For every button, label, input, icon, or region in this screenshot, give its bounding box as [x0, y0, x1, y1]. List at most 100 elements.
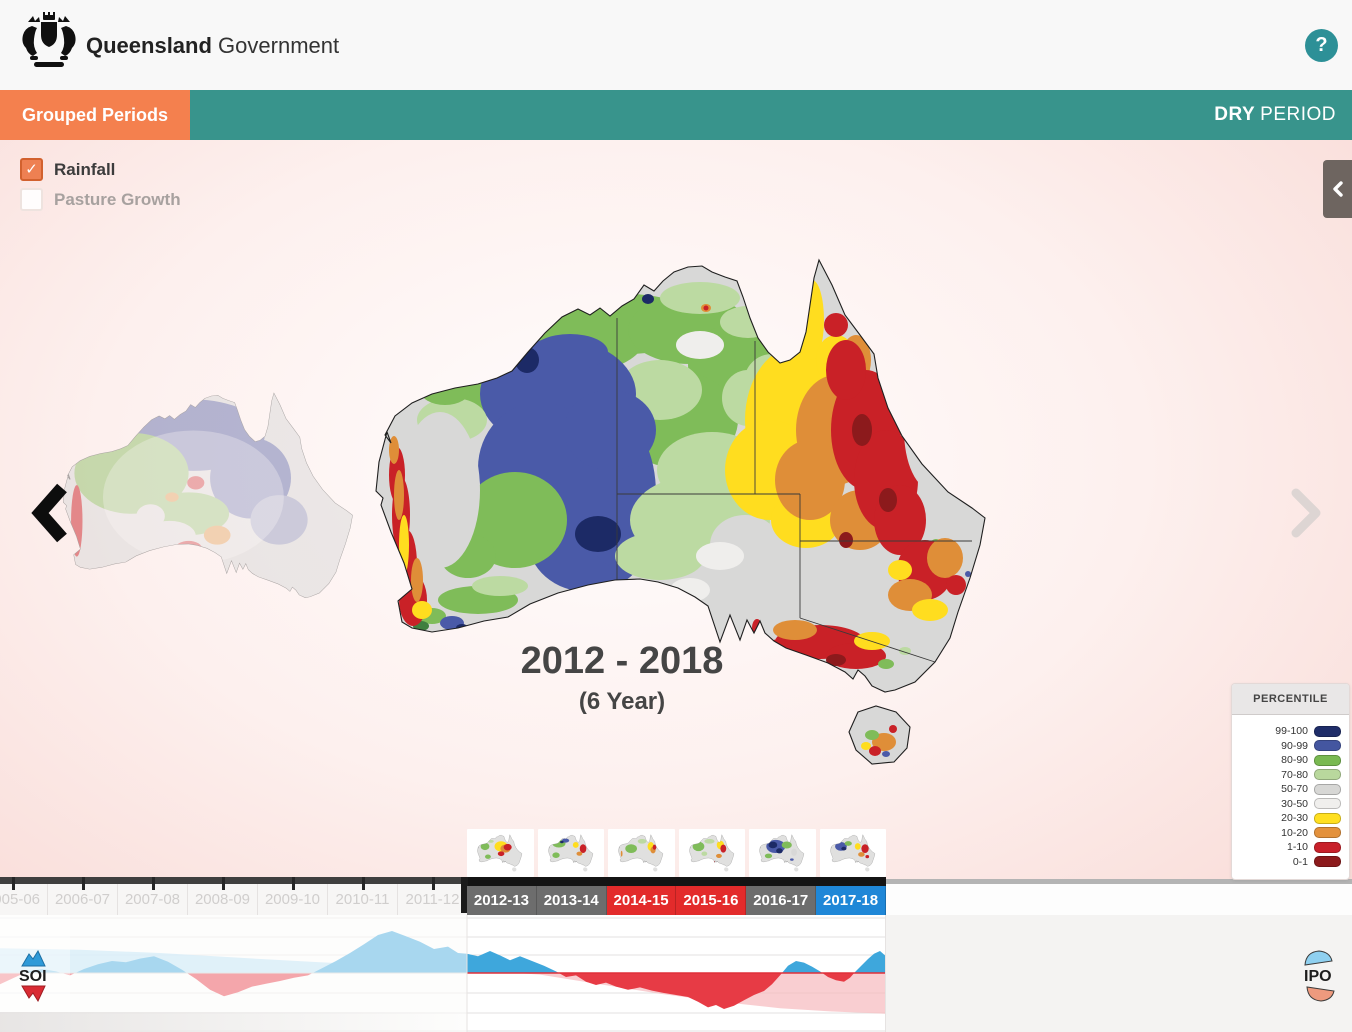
legend-label: 20-30 [1281, 812, 1308, 824]
period-thumbnails [467, 829, 886, 877]
year-cell-2011-12[interactable]: 2011-12 [398, 884, 467, 915]
next-period-button[interactable] [1288, 488, 1326, 543]
legend-label: 99-100 [1275, 725, 1308, 737]
period-tab-2013-14[interactable]: 2013-14 [536, 886, 607, 915]
period-tabs: 2012-13 2013-14 2014-15 2015-16 2016-17 2017-… [467, 886, 886, 915]
legend-swatch [1314, 812, 1341, 824]
chart-fade-band [0, 1012, 467, 1032]
year-cell-2006-07[interactable]: 2006-07 [48, 884, 118, 915]
checkmark-icon: ✓ [25, 161, 38, 178]
legend-row: 1-10 [1236, 841, 1341, 854]
timeline-years: 2005-062006-072007-082008-092009-102010-… [0, 884, 467, 915]
layer-row-rainfall: ✓ Rainfall [20, 158, 181, 181]
chevron-left-icon [31, 483, 67, 543]
period-toolbar: Grouped Periods DRY PERIOD [0, 90, 1352, 140]
app-header: Queensland Government ? [0, 0, 1352, 90]
period-thumbnail-2015-16[interactable] [678, 829, 745, 877]
year-cell-2010-11[interactable]: 2010-11 [328, 884, 398, 915]
timeline-tick [12, 877, 15, 890]
period-thumbnail-2016-17[interactable] [749, 829, 816, 877]
period-tab-2017-18[interactable]: 2017-18 [816, 886, 886, 915]
legend-row: 20-30 [1236, 812, 1341, 825]
legend-row: 99-100 [1236, 725, 1341, 738]
legend-label: 30-50 [1281, 797, 1308, 810]
timeline-tick [82, 877, 85, 890]
year-cell-2007-08[interactable]: 2007-08 [118, 884, 188, 915]
chevron-right-icon [1291, 488, 1321, 538]
period-type-label: DRY PERIOD [1214, 90, 1336, 140]
period-type-bold: DRY [1214, 104, 1256, 125]
year-cell-2008-09[interactable]: 2008-09 [188, 884, 258, 915]
ipo-positive-icon [1304, 950, 1333, 966]
legend-swatch [1314, 841, 1341, 853]
legend-row: 50-70 [1236, 783, 1341, 796]
legend-label: 50-70 [1281, 783, 1308, 795]
legend-row: 0-1 [1236, 855, 1341, 868]
year-cell-2009-10[interactable]: 2009-10 [258, 884, 328, 915]
timeline-track-past[interactable] [0, 877, 467, 884]
chevron-left-icon [1332, 181, 1343, 197]
legend-swatch [1314, 827, 1341, 838]
legend-entries: 99-100 90-99 80-90 70-80 50-70 30-50 20-30 10-2… [1232, 715, 1349, 879]
period-tab-2014-15[interactable]: 2014-15 [606, 886, 677, 915]
layer-selector: ✓ Rainfall Pasture Growth [20, 158, 181, 218]
rainfall-checkbox[interactable]: ✓ [20, 158, 43, 181]
period-thumbnail-2017-18[interactable] [819, 829, 886, 877]
period-tab-2016-17[interactable]: 2016-17 [746, 886, 817, 915]
side-panel-toggle[interactable] [1323, 160, 1352, 218]
brand-bold: Queensland [86, 33, 212, 58]
timeline-track-future[interactable] [886, 879, 1352, 884]
period-type-regular: PERIOD [1260, 104, 1336, 125]
timeline-tick [362, 877, 365, 890]
grouped-periods-tab[interactable]: Grouped Periods [0, 90, 191, 140]
ipo-index-label: IPO [1298, 948, 1342, 1009]
svg-text:SOI: SOI [19, 968, 47, 985]
legend-swatch [1314, 783, 1341, 795]
map-period-subtitle: (6 Year) [578, 688, 666, 715]
map-period-title: 2012 - 2018 [520, 640, 724, 682]
legend-swatch [1314, 856, 1341, 867]
legend-label: 0-1 [1292, 855, 1308, 868]
period-tab-2015-16[interactable]: 2015-16 [676, 886, 747, 915]
timeline-right-spacer [886, 884, 1352, 915]
help-button[interactable]: ? [1305, 29, 1338, 62]
brand-regular: Government [218, 33, 340, 58]
legend-label: 80-90 [1281, 754, 1308, 766]
qld-coat-of-arms-icon [22, 12, 76, 67]
legend-swatch [1314, 769, 1341, 780]
legend-title: PERCENTILE [1232, 684, 1349, 715]
timeline-tick [292, 877, 295, 890]
soi-index-label: SOI [16, 949, 58, 1007]
soi-positive-icon [21, 949, 46, 967]
selected-range-bar [467, 877, 886, 886]
legend-swatch [1314, 740, 1341, 751]
period-thumbnail-2012-13[interactable] [467, 829, 534, 877]
pasture-growth-checkbox[interactable] [20, 188, 43, 211]
legend-swatch [1314, 725, 1341, 737]
timeline-tick [222, 877, 225, 890]
legend-swatch [1314, 754, 1341, 766]
legend-label: 70-80 [1281, 768, 1308, 781]
pasture-growth-label: Pasture Growth [54, 189, 181, 209]
rainfall-map[interactable] [350, 240, 1010, 780]
legend-label: 90-99 [1281, 739, 1308, 752]
year-cell-2005-06[interactable]: 2005-06 [0, 884, 48, 915]
period-tab-2012-13[interactable]: 2012-13 [467, 886, 537, 915]
legend-label: 1-10 [1286, 841, 1308, 853]
svg-text:IPO: IPO [1304, 968, 1332, 985]
legend-row: 10-20 [1236, 826, 1341, 839]
period-thumbnail-2013-14[interactable] [537, 829, 604, 877]
previous-period-button[interactable] [28, 482, 70, 549]
soi-negative-icon [21, 985, 46, 1003]
legend-row: 70-80 [1236, 768, 1341, 781]
question-mark-icon: ? [1315, 34, 1328, 56]
legend-row: 30-50 [1236, 797, 1341, 810]
percentile-legend: PERCENTILE 99-100 90-99 80-90 70-80 50-70 30-… [1231, 683, 1350, 880]
legend-row: 90-99 [1236, 739, 1341, 752]
ipo-negative-icon [1306, 986, 1335, 1002]
timeline-position-marker[interactable] [461, 877, 468, 913]
timeline-tick [432, 877, 435, 890]
brand-wordmark: Queensland Government [86, 33, 339, 59]
period-thumbnail-2014-15[interactable] [608, 829, 675, 877]
